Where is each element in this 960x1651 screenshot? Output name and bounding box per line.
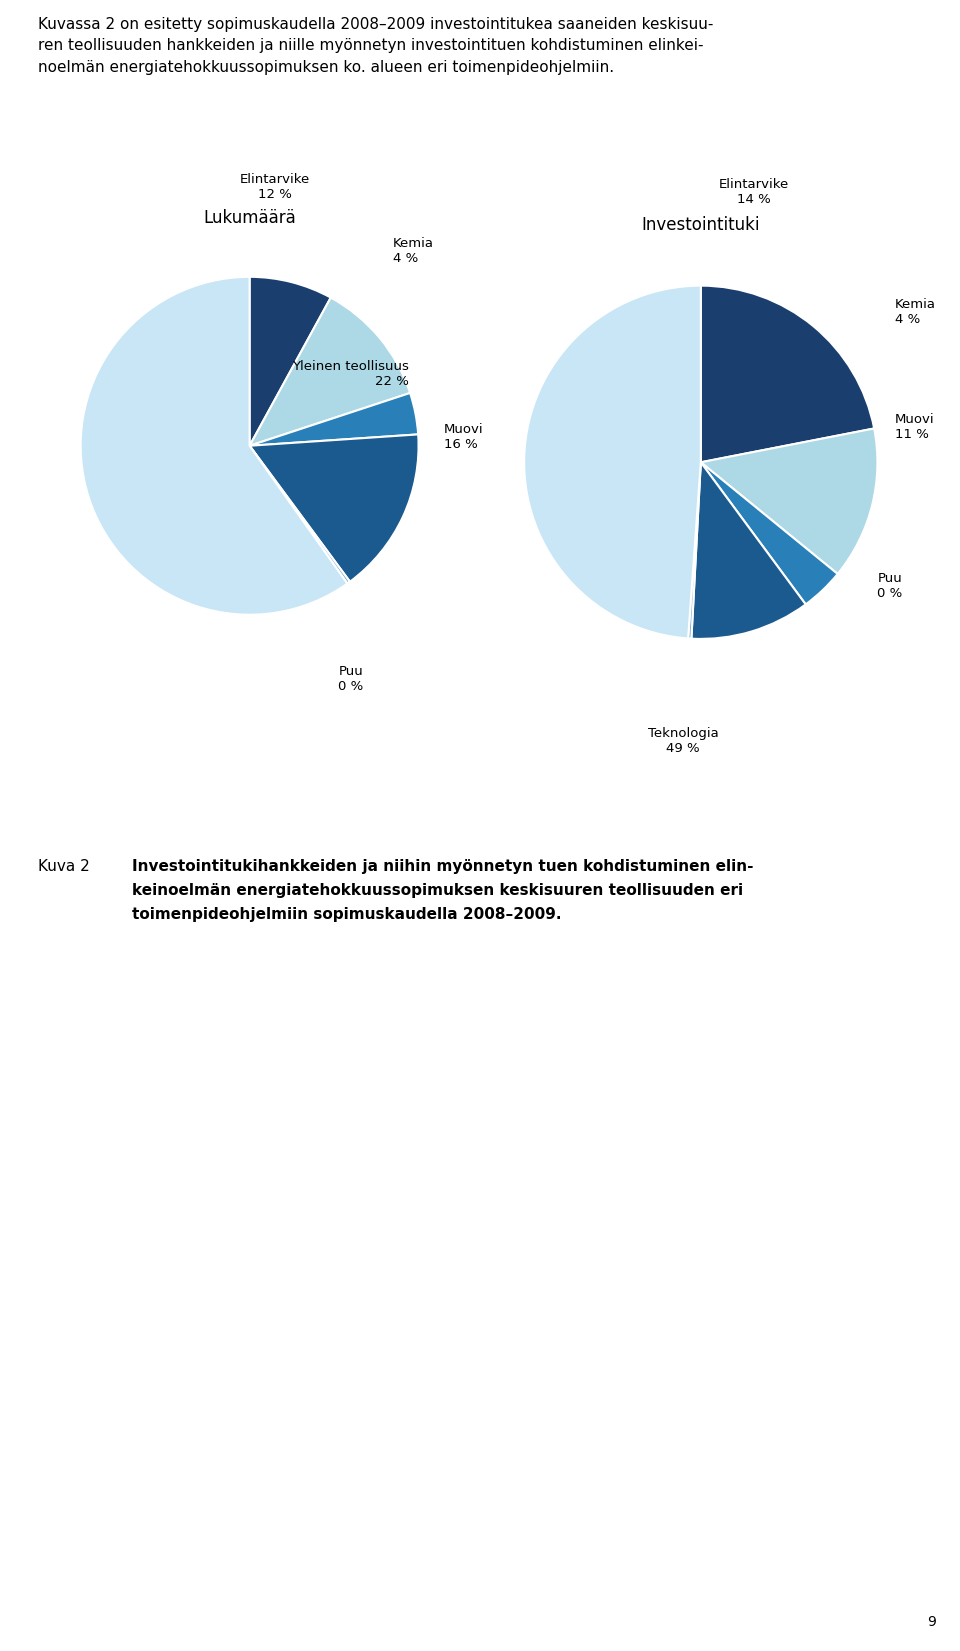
- Title: Lukumäärä: Lukumäärä: [204, 210, 296, 228]
- Wedge shape: [524, 286, 701, 639]
- Text: Elintarvike
12 %: Elintarvike 12 %: [240, 173, 310, 201]
- Wedge shape: [688, 462, 701, 639]
- Text: Elintarvike
14 %: Elintarvike 14 %: [719, 178, 789, 206]
- Text: Yleinen teollisuus
22 %: Yleinen teollisuus 22 %: [293, 360, 409, 388]
- Wedge shape: [691, 462, 805, 639]
- Text: Kuvassa 2 on esitetty sopimuskaudella 2008–2009 investointitukea saaneiden keski: Kuvassa 2 on esitetty sopimuskaudella 20…: [38, 17, 714, 74]
- Text: Investointitukihankkeiden ja niihin myönnetyn tuen kohdistuminen elin-
keinoelmä: Investointitukihankkeiden ja niihin myön…: [132, 859, 754, 921]
- Wedge shape: [81, 277, 348, 614]
- Wedge shape: [701, 286, 875, 462]
- Text: Puu
0 %: Puu 0 %: [877, 571, 902, 599]
- Wedge shape: [250, 297, 410, 446]
- Wedge shape: [701, 462, 838, 604]
- Wedge shape: [250, 446, 350, 583]
- Text: Puu
0 %: Puu 0 %: [338, 665, 364, 693]
- Wedge shape: [250, 434, 419, 581]
- Wedge shape: [250, 393, 419, 446]
- Wedge shape: [250, 277, 331, 446]
- Text: 9: 9: [927, 1615, 936, 1630]
- Text: Kemia
4 %: Kemia 4 %: [895, 299, 936, 327]
- Title: Investointituki: Investointituki: [641, 216, 760, 234]
- Text: Kuva 2: Kuva 2: [38, 859, 90, 873]
- Text: Muovi
11 %: Muovi 11 %: [895, 413, 935, 441]
- Wedge shape: [701, 429, 877, 575]
- Text: Muovi
16 %: Muovi 16 %: [444, 423, 484, 451]
- Text: Teknologia
49 %: Teknologia 49 %: [648, 726, 718, 755]
- Text: Kemia
4 %: Kemia 4 %: [394, 238, 434, 266]
